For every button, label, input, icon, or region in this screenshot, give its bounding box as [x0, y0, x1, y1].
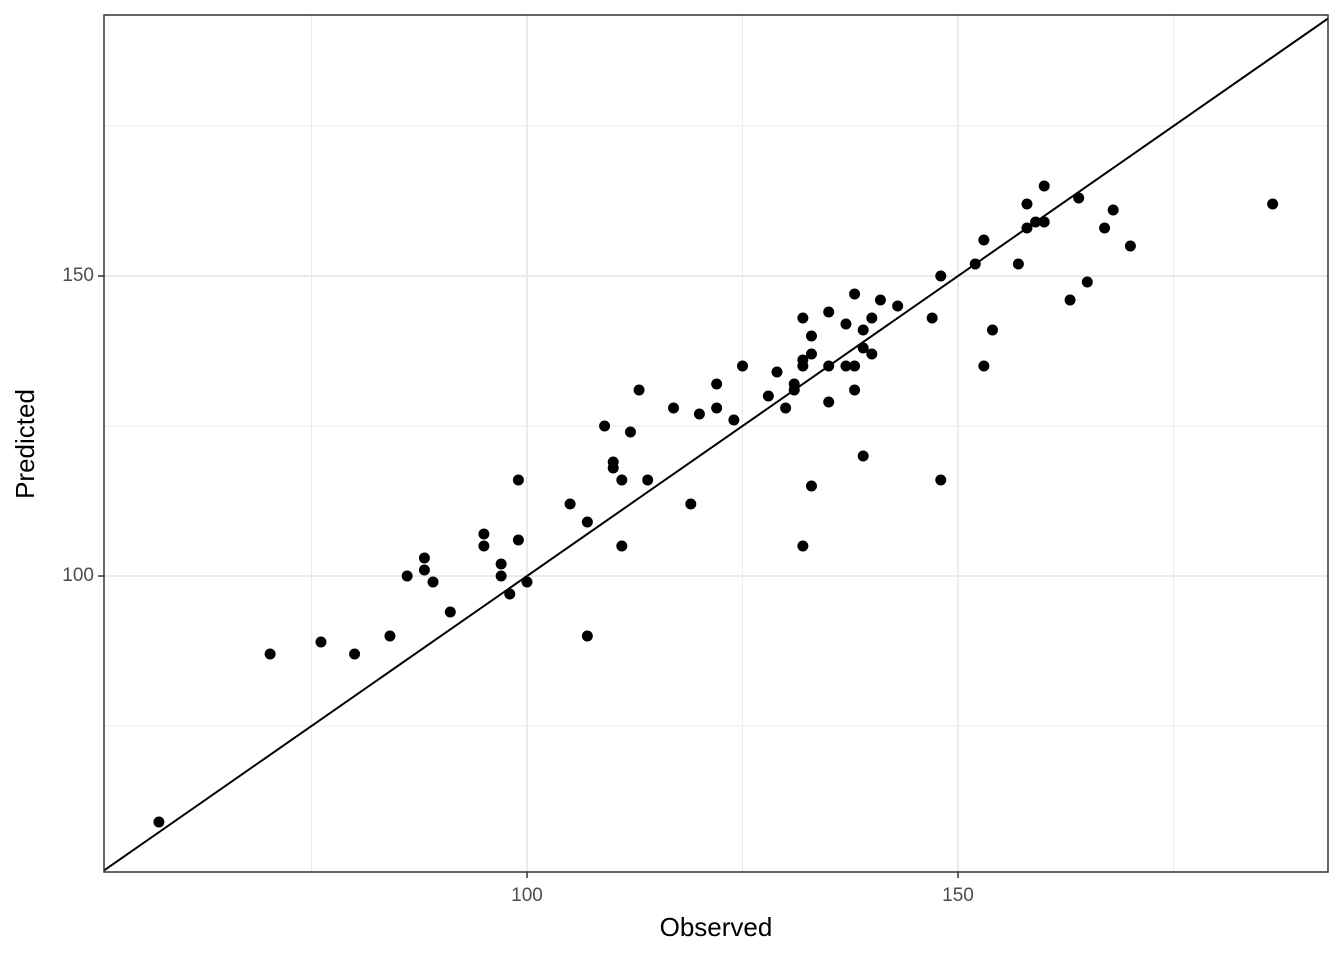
point	[849, 360, 861, 372]
x-tick-label: 100	[511, 885, 543, 906]
point	[1081, 276, 1093, 288]
point	[823, 360, 835, 372]
point	[512, 534, 524, 546]
point	[797, 540, 809, 552]
point	[633, 384, 645, 396]
point	[401, 570, 413, 582]
point	[1021, 198, 1033, 210]
point	[624, 426, 636, 438]
point	[495, 558, 507, 570]
point	[1021, 222, 1033, 234]
point	[857, 324, 869, 336]
panel-border	[103, 14, 1329, 873]
point	[685, 498, 697, 510]
point	[349, 648, 361, 660]
point	[840, 360, 852, 372]
point	[504, 588, 516, 600]
point	[581, 630, 593, 642]
point	[780, 402, 792, 414]
point	[427, 576, 439, 588]
point	[599, 420, 611, 432]
point	[771, 366, 783, 378]
point	[478, 540, 490, 552]
point	[926, 312, 938, 324]
point	[384, 630, 396, 642]
point	[607, 462, 619, 474]
point	[521, 576, 533, 588]
point	[711, 402, 723, 414]
point	[849, 288, 861, 300]
point	[642, 474, 654, 486]
point	[986, 324, 998, 336]
x-tick-label: 150	[942, 885, 974, 906]
point	[866, 348, 878, 360]
point	[495, 570, 507, 582]
point	[857, 450, 869, 462]
point	[978, 234, 990, 246]
point	[823, 306, 835, 318]
point	[512, 474, 524, 486]
point	[1038, 216, 1050, 228]
point	[418, 564, 430, 576]
point	[840, 318, 852, 330]
point	[1267, 198, 1279, 210]
point	[1064, 294, 1076, 306]
point	[581, 516, 593, 528]
point	[892, 300, 904, 312]
point	[1030, 216, 1042, 228]
point	[444, 606, 456, 618]
point	[857, 342, 869, 354]
point	[805, 480, 817, 492]
point	[935, 474, 947, 486]
point	[935, 270, 947, 282]
point	[668, 402, 680, 414]
point	[1124, 240, 1136, 252]
point	[478, 528, 490, 540]
point	[693, 408, 705, 420]
point	[978, 360, 990, 372]
x-axis-title: Observed	[660, 912, 773, 942]
point	[616, 540, 628, 552]
point	[866, 312, 878, 324]
point	[1038, 180, 1050, 192]
point	[737, 360, 749, 372]
y-axis-title: Predicted	[10, 389, 40, 499]
point	[728, 414, 740, 426]
point	[969, 258, 981, 270]
point	[1073, 192, 1085, 204]
point	[797, 360, 809, 372]
point	[788, 384, 800, 396]
point	[711, 378, 723, 390]
point	[264, 648, 276, 660]
point	[1099, 222, 1111, 234]
point	[805, 348, 817, 360]
point	[564, 498, 576, 510]
point	[616, 474, 628, 486]
point	[762, 390, 774, 402]
point	[874, 294, 886, 306]
point	[805, 330, 817, 342]
point	[1107, 204, 1119, 216]
y-tick-label: 150	[62, 265, 94, 286]
point	[1012, 258, 1024, 270]
point	[823, 396, 835, 408]
point	[849, 384, 861, 396]
point	[418, 552, 430, 564]
point	[153, 816, 165, 828]
point	[797, 312, 809, 324]
y-tick-label: 100	[62, 565, 94, 586]
identity-line	[104, 17, 1328, 872]
point	[315, 636, 327, 648]
